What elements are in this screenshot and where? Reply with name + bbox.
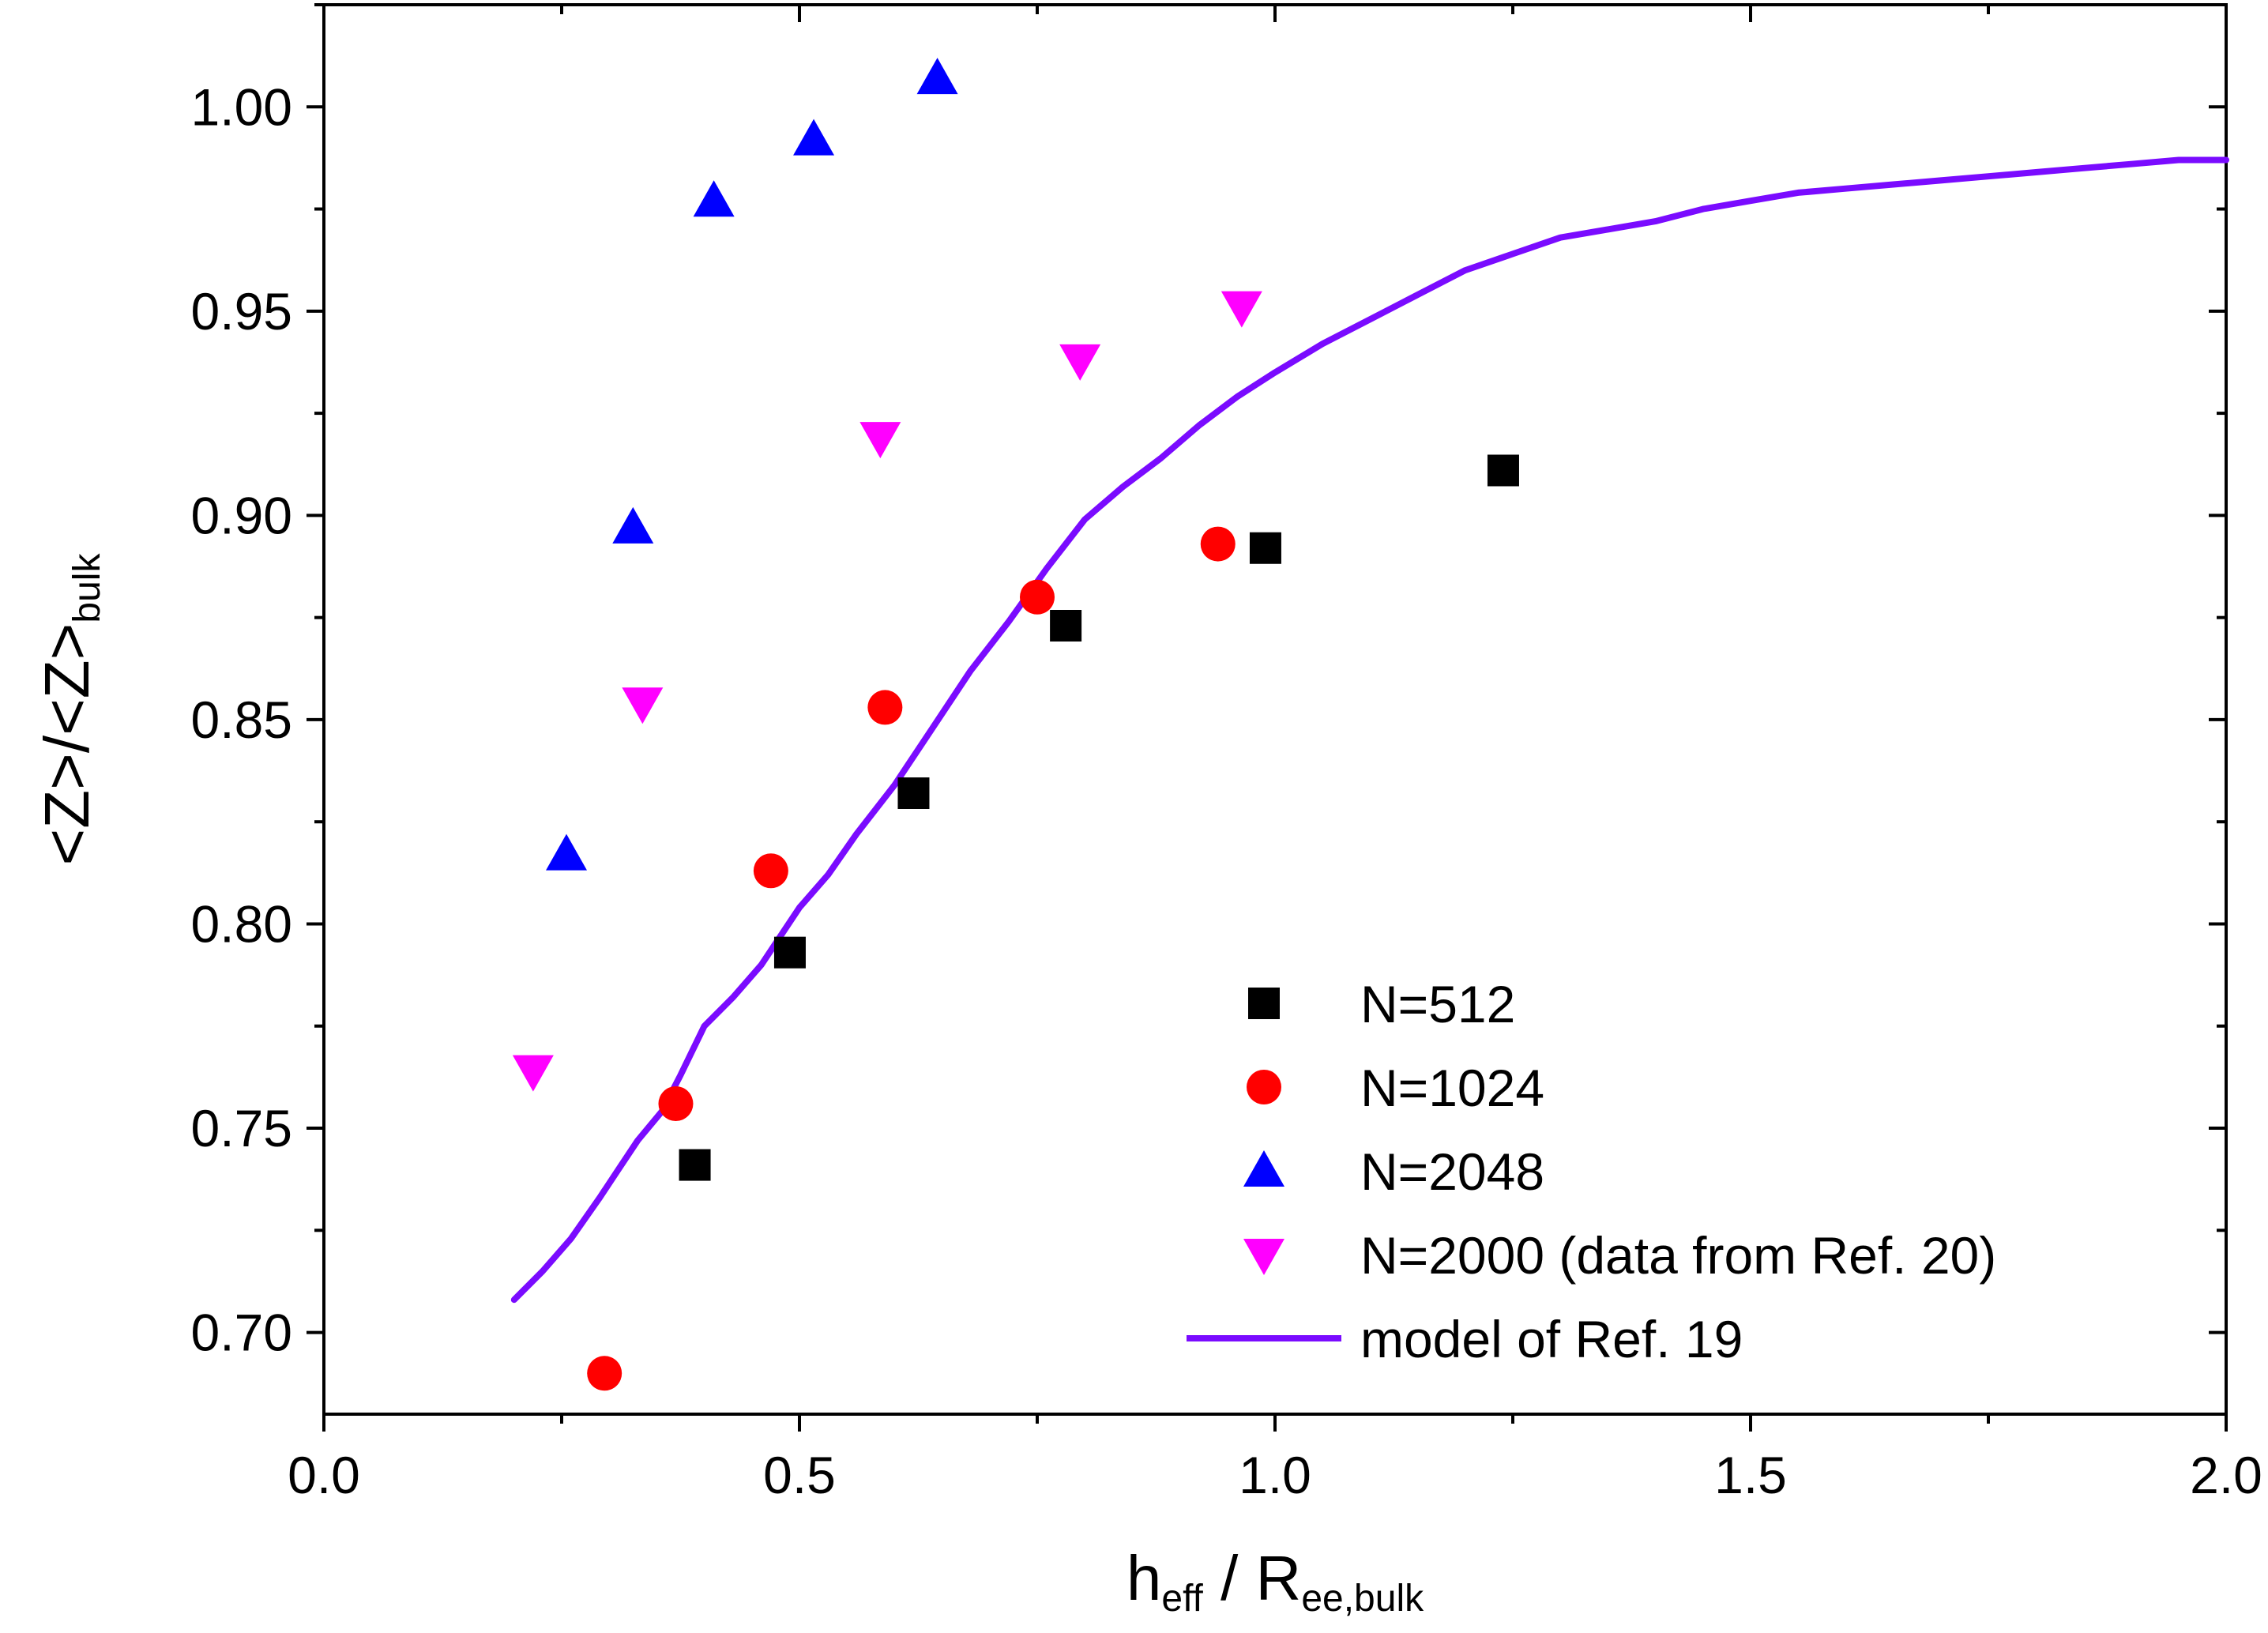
y-tick-label: 1.00 bbox=[191, 77, 292, 136]
point-n-2048 bbox=[546, 833, 588, 871]
y-tick-label: 0.75 bbox=[191, 1099, 292, 1157]
point-n-2048 bbox=[693, 180, 735, 217]
y-axis-title: <Z>/<Z>bulk bbox=[32, 553, 108, 866]
legend-label: N=512 bbox=[1360, 975, 1515, 1033]
legend-marker bbox=[1243, 1150, 1284, 1187]
point-n-1024 bbox=[1020, 579, 1055, 615]
point-n-2000-data-from-ref-20 bbox=[1221, 291, 1262, 328]
legend-marker bbox=[1243, 1239, 1284, 1275]
legend-label: N=1024 bbox=[1360, 1059, 1544, 1117]
axis-ticks: 0.0 0.5 1.0 1.5 2.0 0.70 0.75 0.80 0.85 0.90 0.95 1… bbox=[191, 3, 2262, 1504]
x-tick-label: 2.0 bbox=[2190, 1446, 2262, 1504]
point-n-1024 bbox=[1200, 526, 1236, 562]
x-tick-label: 1.0 bbox=[1239, 1446, 1311, 1504]
x-tick-label: 0.5 bbox=[763, 1446, 836, 1504]
point-n-512 bbox=[773, 936, 806, 969]
model-curve bbox=[510, 156, 2229, 1304]
point-n-2048 bbox=[793, 119, 835, 156]
x-axis-title: heff / Ree,bulk bbox=[1126, 1543, 1424, 1620]
x-tick-label: 1.5 bbox=[1714, 1446, 1787, 1504]
point-n-512 bbox=[897, 777, 930, 810]
point-n-2000-data-from-ref-20 bbox=[622, 687, 664, 724]
point-n-1024 bbox=[867, 690, 903, 725]
point-n-2000-data-from-ref-20 bbox=[1059, 344, 1101, 381]
y-tick-label: 0.70 bbox=[191, 1304, 292, 1362]
legend-label: N=2000 (data from Ref. 20) bbox=[1360, 1226, 1996, 1285]
point-n-2000-data-from-ref-20 bbox=[512, 1055, 554, 1092]
point-n-512 bbox=[1487, 454, 1519, 487]
point-n-1024 bbox=[658, 1086, 694, 1122]
legend-marker bbox=[1248, 988, 1280, 1019]
plot-frame bbox=[322, 3, 2228, 1416]
point-n-1024 bbox=[587, 1356, 622, 1391]
y-tick-label: 0.85 bbox=[191, 690, 292, 749]
point-n-512 bbox=[1050, 609, 1082, 642]
x-tick-label: 0.0 bbox=[288, 1446, 360, 1504]
model-line-layer bbox=[510, 156, 2229, 1304]
y-tick-label: 0.95 bbox=[191, 282, 292, 341]
legend-label: model of Ref. 19 bbox=[1360, 1310, 1743, 1368]
point-n-512 bbox=[679, 1149, 711, 1181]
point-n-512 bbox=[1249, 532, 1281, 564]
y-tick-label: 0.80 bbox=[191, 894, 292, 953]
point-n-2048 bbox=[916, 58, 958, 95]
legend-label: N=2048 bbox=[1360, 1142, 1544, 1201]
point-n-1024 bbox=[753, 853, 788, 889]
point-n-2048 bbox=[612, 506, 654, 544]
legend: N=512 N=1024 N=2048 N=2000 (data from Ref. … bbox=[1187, 975, 1996, 1368]
plot-area-border bbox=[322, 3, 2228, 1416]
point-n-2000-data-from-ref-20 bbox=[859, 422, 901, 459]
y-tick-label: 0.90 bbox=[191, 486, 292, 544]
legend-marker bbox=[1247, 1070, 1281, 1104]
data-points bbox=[512, 58, 1519, 1391]
